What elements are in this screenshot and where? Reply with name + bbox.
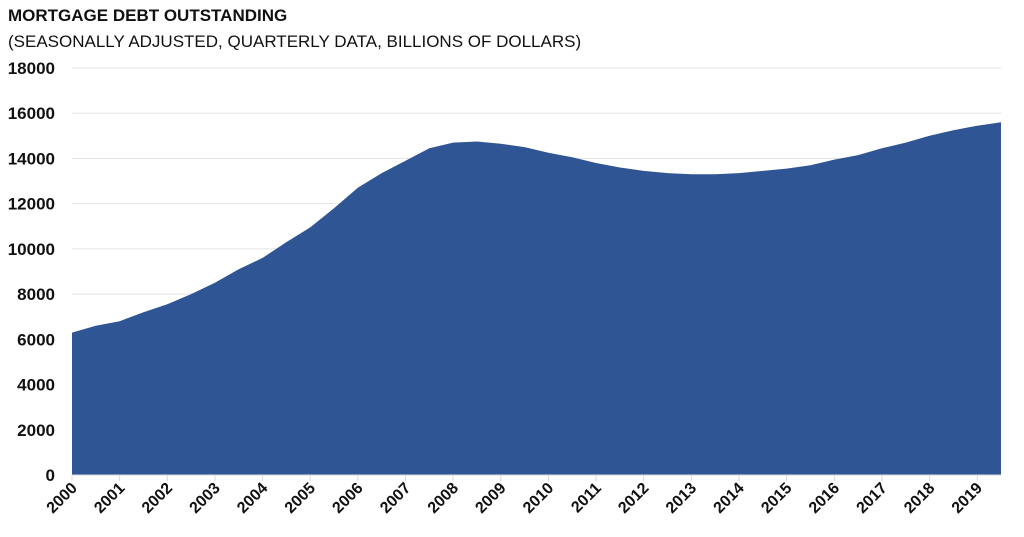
- y-tick-label: 16000: [8, 104, 55, 123]
- x-tick-label: 2015: [758, 480, 795, 517]
- x-tick-label: 2019: [949, 480, 986, 517]
- chart-subtitle: (SEASONALLY ADJUSTED, QUARTERLY DATA, BI…: [8, 32, 582, 51]
- x-tick-label: 2004: [234, 480, 271, 517]
- x-tick-label: 2007: [377, 480, 414, 517]
- x-tick-label: 2005: [282, 480, 319, 517]
- y-tick-label: 0: [46, 466, 55, 485]
- x-tick-label: 2006: [329, 480, 366, 517]
- x-tick-label: 2003: [187, 480, 224, 517]
- y-tick-label: 6000: [17, 330, 55, 349]
- y-tick-label: 12000: [8, 195, 55, 214]
- y-tick-label: 10000: [8, 240, 55, 259]
- x-tick-label: 2016: [806, 480, 843, 517]
- area-series: [72, 122, 1001, 476]
- x-tick-label: 2014: [711, 480, 748, 517]
- y-tick-label: 14000: [8, 149, 55, 168]
- x-tick-label: 2000: [44, 480, 81, 517]
- x-tick-label: 2002: [139, 480, 176, 517]
- x-tick-label: 2018: [901, 480, 938, 517]
- x-tick-label: 2008: [425, 480, 462, 517]
- x-tick-label: 2013: [663, 480, 700, 517]
- chart-title: MORTGAGE DEBT OUTSTANDING: [8, 6, 288, 25]
- x-tick-label: 2012: [615, 480, 652, 517]
- x-tick-label: 2009: [472, 480, 509, 517]
- x-tick-label: 2011: [568, 480, 605, 517]
- y-tick-label: 18000: [8, 59, 55, 78]
- x-tick-label: 2010: [520, 480, 557, 517]
- y-tick-label: 8000: [17, 285, 55, 304]
- x-tick-label: 2001: [91, 480, 128, 517]
- y-tick-label: 4000: [17, 376, 55, 395]
- y-tick-label: 2000: [17, 421, 55, 440]
- x-tick-label: 2017: [854, 480, 891, 517]
